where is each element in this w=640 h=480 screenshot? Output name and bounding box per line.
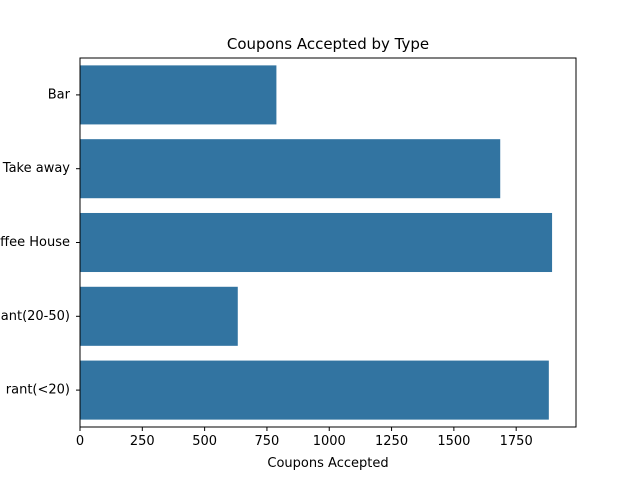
x-tick-label-7: 1750 xyxy=(500,434,533,449)
bar-2 xyxy=(80,212,553,273)
x-tick-label-6: 1500 xyxy=(437,434,470,449)
bar-1 xyxy=(80,139,501,199)
x-tick-label-4: 1000 xyxy=(313,434,346,449)
x-axis-label: Coupons Accepted xyxy=(267,456,388,471)
x-tick-label-5: 1250 xyxy=(375,434,408,449)
bar-0 xyxy=(80,65,277,125)
x-tick-label-1: 250 xyxy=(130,434,155,449)
x-tick-label-2: 500 xyxy=(192,434,217,449)
chart-title: Coupons Accepted by Type xyxy=(227,35,429,53)
bar-4 xyxy=(80,360,549,420)
plot-frame xyxy=(79,57,577,428)
bars-layer xyxy=(80,65,553,420)
y-tick-label-3: ant(20-50) xyxy=(1,309,70,324)
y-tick-label-4: rant(<20) xyxy=(6,383,70,398)
x-tick-label-3: 750 xyxy=(255,434,280,449)
ticks-layer: Bar Take away ffee House ant(20-50) rant(<20… xyxy=(0,87,533,449)
y-tick-label-1: Take away xyxy=(2,161,71,176)
x-tick-label-0: 0 xyxy=(76,434,84,449)
y-tick-label-0: Bar xyxy=(48,87,71,102)
bar-3 xyxy=(80,286,238,346)
y-tick-label-2: ffee House xyxy=(0,235,70,250)
